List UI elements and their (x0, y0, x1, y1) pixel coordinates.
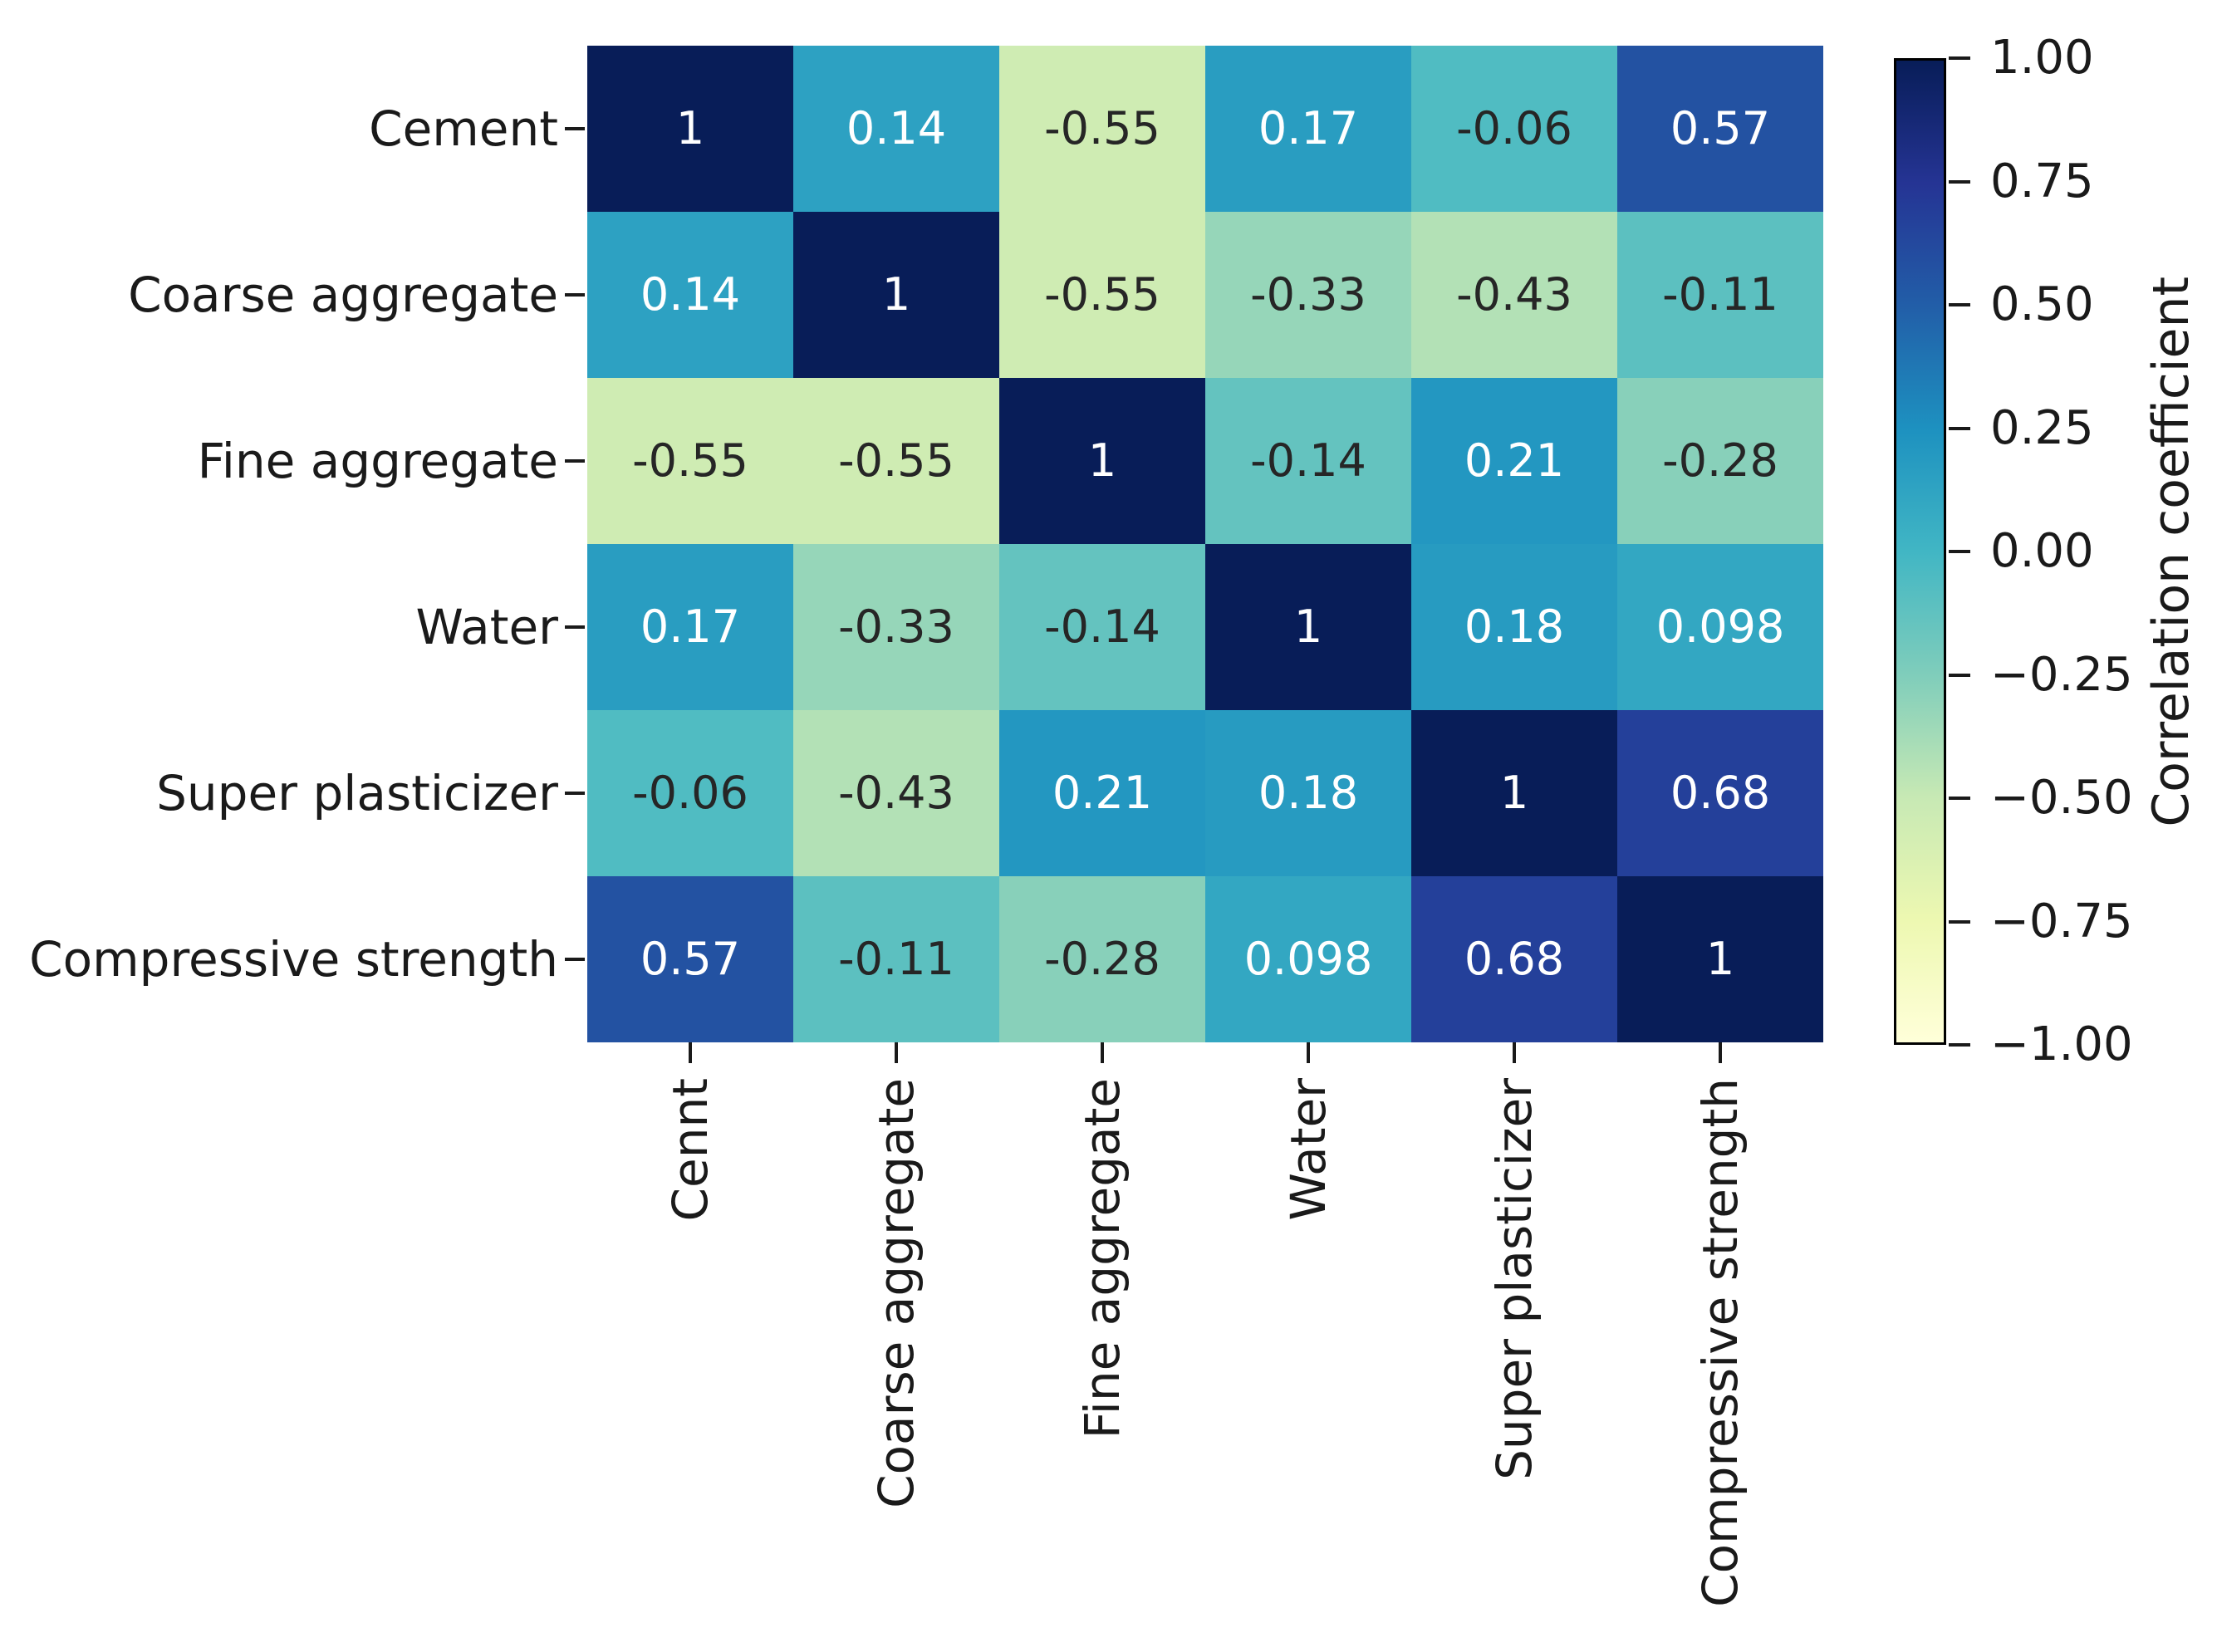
heatmap-cell: -0.11 (793, 876, 999, 1042)
colorbar-tick (1949, 426, 1970, 430)
x-tick (1513, 1042, 1516, 1063)
heatmap-cell: -0.28 (1617, 378, 1823, 544)
y-tick-label: Water (415, 599, 558, 655)
x-tick-label: Fine aggregate (1074, 1078, 1131, 1439)
x-tick (1307, 1042, 1310, 1063)
x-tick-label: Coarse aggregate (868, 1078, 925, 1508)
y-tick-label: Compressive strength (29, 931, 558, 988)
heatmap-cell: -0.55 (587, 378, 793, 544)
heatmap-cell: -0.43 (793, 710, 999, 876)
y-tick (565, 459, 585, 463)
colorbar-tick (1949, 797, 1970, 800)
colorbar-tick (1949, 56, 1970, 60)
y-tick (565, 293, 585, 297)
heatmap-cell: 0.68 (1411, 876, 1617, 1042)
colorbar-tick-label: −0.75 (1990, 894, 2133, 949)
colorbar-tick-label: −0.25 (1990, 647, 2133, 702)
colorbar-label: Correlation coefficient (2142, 276, 2200, 827)
heatmap-cell: -0.11 (1617, 212, 1823, 378)
x-tick (1101, 1042, 1104, 1063)
heatmap-cell: -0.06 (1411, 46, 1617, 212)
heatmap-cell: -0.06 (587, 710, 793, 876)
heatmap-cell: 0.21 (999, 710, 1205, 876)
heatmap-cell: 1 (587, 46, 793, 212)
heatmap-cell: 0.098 (1617, 544, 1823, 710)
y-tick (565, 958, 585, 961)
colorbar-tick (1949, 1043, 1970, 1047)
x-tick-label: Cennt (662, 1078, 719, 1222)
heatmap-cell: -0.28 (999, 876, 1205, 1042)
heatmap-cell: 0.18 (1205, 710, 1411, 876)
heatmap-cell: 0.21 (1411, 378, 1617, 544)
x-tick (689, 1042, 692, 1063)
y-tick-label: Cement (369, 100, 558, 157)
heatmap-cell: -0.43 (1411, 212, 1617, 378)
heatmap-cell: -0.14 (1205, 378, 1411, 544)
heatmap-cell: 1 (1411, 710, 1617, 876)
x-tick-label: Compressive strength (1692, 1078, 1749, 1607)
heatmap-cell: -0.33 (793, 544, 999, 710)
colorbar-tick-label: 0.50 (1990, 277, 2094, 331)
x-tick (1719, 1042, 1722, 1063)
heatmap-cell: 0.68 (1617, 710, 1823, 876)
heatmap-cell: -0.55 (793, 378, 999, 544)
colorbar-tick-label: −0.50 (1990, 771, 2133, 825)
colorbar-tick (1949, 919, 1970, 924)
colorbar-tick (1949, 673, 1970, 677)
y-tick-label: Super plasticizer (156, 765, 558, 821)
heatmap-cell: -0.33 (1205, 212, 1411, 378)
y-tick-label: Fine aggregate (197, 433, 558, 489)
heatmap-cell: 0.098 (1205, 876, 1411, 1042)
heatmap-cell: 1 (793, 212, 999, 378)
heatmap-cell: 0.17 (587, 544, 793, 710)
heatmap-cell: -0.14 (999, 544, 1205, 710)
colorbar (1894, 58, 1946, 1045)
colorbar-tick-label: 0.25 (1990, 400, 2094, 455)
heatmap-cell: 1 (999, 378, 1205, 544)
heatmap-cell: -0.55 (999, 46, 1205, 212)
x-tick-label: Super plasticizer (1486, 1078, 1543, 1480)
x-tick-label: Water (1280, 1078, 1337, 1221)
heatmap-cell: 0.57 (1617, 46, 1823, 212)
colorbar-tick-label: −1.00 (1990, 1017, 2133, 1071)
colorbar-tick-label: 1.00 (1990, 31, 2094, 85)
y-tick-label: Coarse aggregate (128, 267, 558, 323)
colorbar-tick (1949, 179, 1970, 184)
heatmap-cell: 0.18 (1411, 544, 1617, 710)
heatmap-cell: -0.55 (999, 212, 1205, 378)
x-tick (895, 1042, 898, 1063)
heatmap-cell: 1 (1205, 544, 1411, 710)
colorbar-axis-label-wrap: Correlation coefficient (2136, 58, 2206, 1045)
heatmap-cell: 0.14 (793, 46, 999, 212)
colorbar-tick (1949, 303, 1970, 306)
heatmap-cell: 1 (1617, 876, 1823, 1042)
y-tick (565, 792, 585, 795)
heatmap-grid: 1 0.14 -0.55 0.17 -0.06 0.57 0.14 1 -0.55 -0.33 -0… (587, 46, 1823, 1042)
heatmap-cell: 0.57 (587, 876, 793, 1042)
colorbar-tick (1949, 550, 1970, 553)
y-tick (565, 625, 585, 629)
heatmap-cell: 0.14 (587, 212, 793, 378)
colorbar-tick-label: 0.75 (1990, 154, 2094, 208)
colorbar-tick-label: 0.00 (1990, 524, 2094, 578)
y-tick (565, 127, 585, 130)
heatmap-cell: 0.17 (1205, 46, 1411, 212)
